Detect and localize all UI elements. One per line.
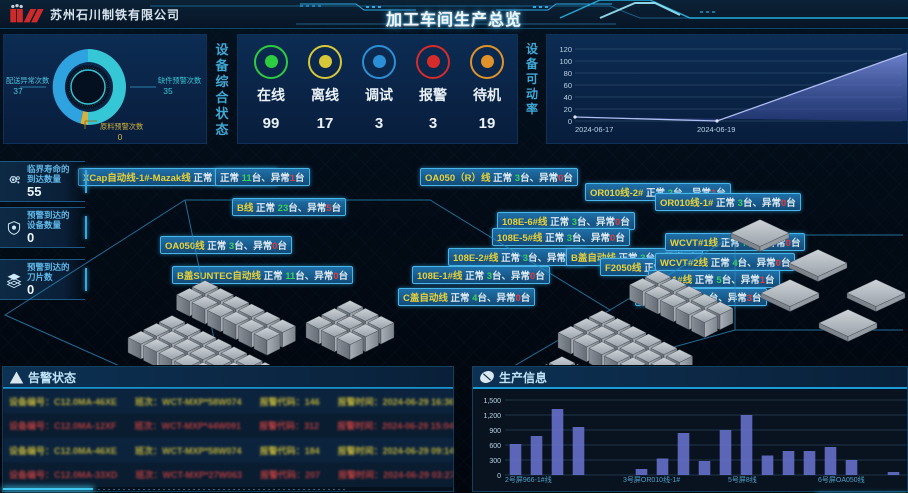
svg-text:300: 300 (489, 458, 501, 465)
svg-text:原料预警次数: 原料预警次数 (100, 122, 143, 131)
svg-text:2024-06-19: 2024-06-19 (697, 125, 735, 134)
svg-text:缺件预警次数: 缺件预警次数 (158, 76, 201, 85)
svg-text:0: 0 (568, 117, 572, 126)
svg-text:35: 35 (163, 86, 173, 96)
svg-text:2号屏966-1#线: 2号屏966-1#线 (505, 475, 552, 484)
svg-text:2024-06-17: 2024-06-17 (575, 125, 613, 134)
svg-text:3号屏OR010线-1#: 3号屏OR010线-1# (623, 475, 680, 484)
svg-text:37: 37 (13, 86, 23, 96)
svg-text:20: 20 (564, 105, 572, 114)
svg-text:900: 900 (489, 428, 501, 435)
svg-text:0: 0 (497, 473, 501, 480)
svg-text:0: 0 (118, 132, 123, 142)
svg-text:40: 40 (564, 93, 572, 102)
svg-text:600: 600 (489, 443, 501, 450)
svg-text:配送异常次数: 配送异常次数 (6, 76, 49, 85)
svg-text:6号屏OA050线: 6号屏OA050线 (818, 475, 865, 484)
svg-text:5号屏8线: 5号屏8线 (728, 475, 757, 484)
svg-text:1,500: 1,500 (483, 398, 501, 405)
svg-text:100: 100 (559, 57, 572, 66)
svg-text:80: 80 (564, 69, 572, 78)
svg-text:120: 120 (559, 45, 572, 54)
svg-text:60: 60 (564, 81, 572, 90)
svg-text:1,200: 1,200 (483, 413, 501, 420)
